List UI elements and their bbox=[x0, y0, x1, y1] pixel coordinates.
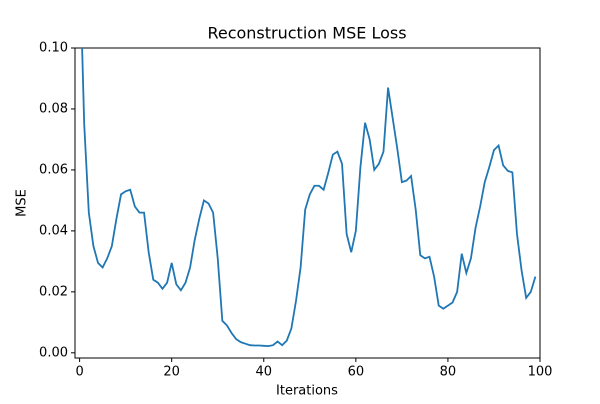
x-tick-label: 80 bbox=[440, 365, 457, 380]
x-axis-label: Iterations bbox=[276, 384, 338, 399]
y-tick-label: 0.08 bbox=[39, 101, 68, 116]
y-tick-label: 0.00 bbox=[39, 345, 68, 360]
x-tick-label: 60 bbox=[348, 365, 365, 380]
x-tick-label: 40 bbox=[255, 365, 272, 380]
y-tick-label: 0.10 bbox=[39, 41, 68, 56]
x-tick-label: 20 bbox=[163, 365, 180, 380]
y-tick-label: 0.02 bbox=[39, 284, 68, 299]
x-tick-label: 100 bbox=[528, 365, 553, 380]
y-tick-label: 0.06 bbox=[39, 162, 68, 177]
chart-title: Reconstruction MSE Loss bbox=[207, 24, 406, 43]
y-tick-label: 0.04 bbox=[39, 223, 68, 238]
x-tick-label: 0 bbox=[75, 365, 83, 380]
line-series bbox=[81, 48, 537, 348]
plot-frame bbox=[74, 47, 541, 359]
y-axis-label: MSE bbox=[15, 189, 30, 217]
